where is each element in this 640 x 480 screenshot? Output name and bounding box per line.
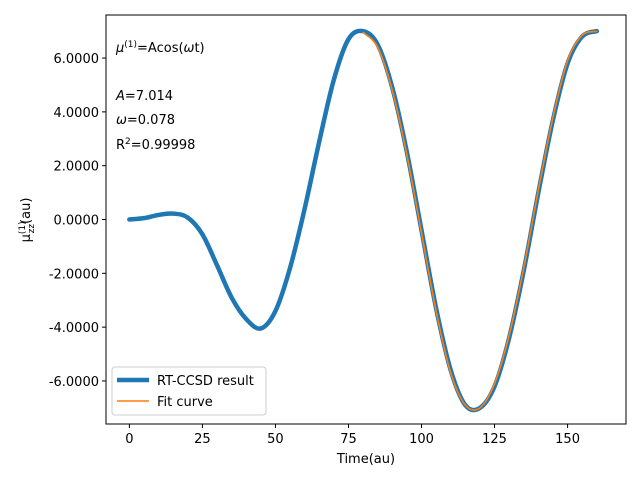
y-tick-label: -2.0000 — [49, 267, 99, 282]
y-tick-label: 6.0000 — [54, 52, 100, 67]
series-layer — [127, 28, 600, 413]
y-axis-label: μ(1)zz(au) — [18, 198, 37, 243]
series-line-1 — [362, 30, 598, 411]
legend-frame — [111, 366, 267, 416]
x-tick-label: 50 — [267, 432, 284, 447]
y-tick-label: 0.0000 — [54, 214, 100, 229]
y-tick-label: 2.0000 — [54, 160, 100, 175]
r-squared-annotation: R2=0.99998 — [116, 137, 195, 153]
x-axis-label: Time(au) — [336, 452, 395, 467]
x-tick-label: 100 — [409, 432, 434, 447]
omega-annotation: ω=0.078 — [116, 113, 175, 128]
y-tick-label: -4.0000 — [49, 321, 99, 336]
model-annotation: μ(1)=Acos(ωt) — [115, 40, 205, 56]
amplitude-annotation: A=7.014 — [115, 89, 173, 104]
fit-annotations: μ(1)=Acos(ωt) A=7.014 ω=0.078 R2=0.99998 — [115, 40, 205, 153]
y-tick-label: -6.0000 — [49, 375, 99, 390]
x-tick-label: 0 — [125, 432, 133, 447]
y-axis-ticks: 6.0000 4.0000 2.0000 0.0000 -2.0000 -4.0000 -6… — [49, 52, 106, 390]
x-axis-ticks: 0 25 50 75 100 125 150 — [125, 424, 580, 447]
x-tick-label: 150 — [555, 432, 580, 447]
x-tick-label: 75 — [340, 432, 357, 447]
legend: RT-CCSD result Fit curve — [111, 366, 267, 416]
x-tick-label: 25 — [194, 432, 211, 447]
legend-label-rt-ccsd: RT-CCSD result — [157, 374, 254, 389]
y-tick-label: 4.0000 — [54, 106, 100, 121]
x-tick-label: 125 — [482, 432, 507, 447]
legend-label-fit-curve: Fit curve — [157, 395, 213, 410]
